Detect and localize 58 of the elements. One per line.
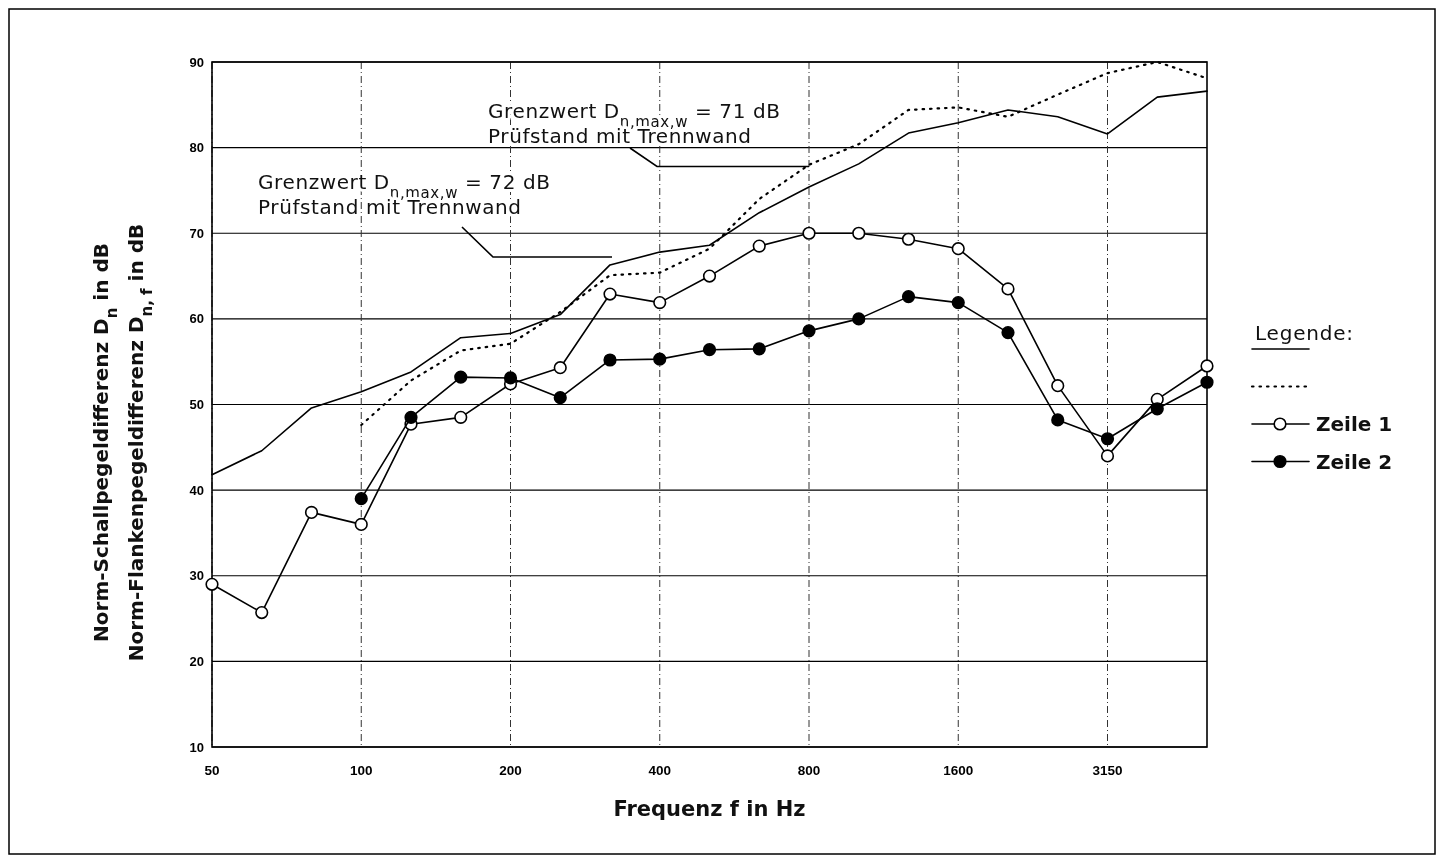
point: [255, 605, 269, 620]
y-tick-label: 80: [189, 140, 204, 156]
point: [702, 269, 717, 283]
point: [205, 577, 219, 591]
point: [852, 226, 866, 240]
x-tick-label: 100: [349, 763, 373, 778]
point: [553, 391, 567, 405]
x-tick-label: 800: [797, 763, 821, 778]
point: [1051, 413, 1065, 427]
y-tick-label: 40: [189, 482, 204, 498]
legend-label: Zeile 2: [1316, 449, 1393, 474]
y-tick-label: 90: [189, 54, 204, 70]
point: [1200, 359, 1214, 373]
y-tick-label: 10: [189, 739, 204, 755]
point: [1001, 325, 1015, 340]
y-tick-label: 50: [189, 397, 204, 412]
point: [1150, 402, 1164, 416]
point: [752, 342, 766, 356]
legend-label: Zeile 1: [1316, 412, 1393, 436]
y-tick-label: 20: [189, 653, 204, 669]
point: [802, 226, 816, 240]
x-axis-title: Frequenz f in Hz: [613, 797, 806, 821]
y-tick-label: 30: [189, 568, 204, 584]
point: [454, 370, 468, 384]
point: [553, 361, 567, 375]
y-tick-label: 60: [189, 311, 204, 327]
point: [702, 343, 717, 357]
x-tick-label: 3150: [1092, 763, 1123, 778]
point: [852, 312, 866, 326]
point: [1200, 375, 1214, 389]
x-tick-label: 1600: [943, 763, 974, 778]
point: [503, 371, 518, 385]
point: [1100, 432, 1115, 446]
point: [752, 239, 766, 253]
legend-title: Legende:: [1255, 321, 1354, 345]
point: [1100, 449, 1115, 463]
x-tick-label: 400: [648, 763, 672, 778]
point: [354, 492, 368, 506]
x-tick-label: 50: [204, 763, 220, 778]
point: [454, 410, 468, 424]
point: [653, 296, 667, 310]
point: [653, 352, 667, 366]
point: [404, 410, 418, 424]
annotation: Grenzwert D$_{n,max,w}$ = 71 dB Prüfstand mit Trennwand: [488, 99, 781, 148]
point: [354, 517, 368, 531]
point: [1001, 282, 1015, 296]
point: [901, 232, 916, 246]
point: [802, 324, 816, 338]
point: [951, 296, 965, 310]
point: [603, 287, 617, 301]
point: [951, 242, 965, 256]
point: [1051, 379, 1065, 393]
x-tick-label: 200: [499, 763, 522, 778]
point: [603, 353, 617, 367]
point: [901, 290, 916, 304]
y-tick-label: 70: [189, 225, 204, 241]
point: [304, 505, 319, 519]
annotation: Grenzwert D$_{n,max,w}$ = 72 dB Prüfstand mit Trennwand: [258, 170, 551, 219]
